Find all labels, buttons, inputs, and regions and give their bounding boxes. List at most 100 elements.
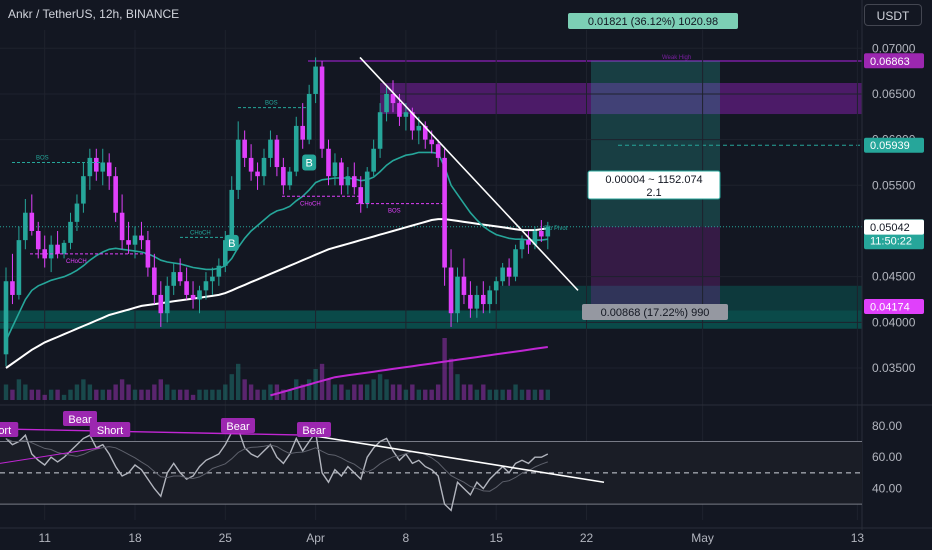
- volume-bar: [10, 389, 15, 400]
- price-badge-timer: 11:50:22: [870, 235, 912, 247]
- price-badge-label: 0.04174: [870, 301, 910, 313]
- volume-bar: [23, 384, 28, 400]
- volume-bar: [223, 384, 228, 400]
- candle-body: [339, 162, 344, 186]
- volume-bar: [423, 389, 428, 400]
- volume-bar: [506, 389, 512, 400]
- volume-bar: [171, 389, 176, 400]
- volume-bar: [532, 389, 538, 400]
- candle-body: [287, 171, 293, 186]
- candle-body: [55, 244, 60, 254]
- candle-body: [119, 212, 125, 241]
- candle-body: [268, 139, 273, 158]
- candle-body: [377, 112, 383, 149]
- time-tick-label: 25: [219, 531, 233, 545]
- volume-bar: [435, 384, 441, 400]
- candle-body: [545, 226, 551, 237]
- candle-body: [422, 125, 428, 140]
- volume-bar: [145, 389, 151, 400]
- candle-body: [300, 125, 305, 140]
- ma-long-line: [270, 346, 548, 397]
- candle-body: [293, 125, 299, 172]
- chart-title: Ankr / TetherUS, 12h, BINANCE: [8, 7, 179, 21]
- volume-bar: [461, 384, 467, 400]
- volume-bar: [165, 384, 170, 400]
- candle-body: [371, 148, 376, 172]
- candle-body: [345, 176, 351, 186]
- candle-body: [532, 230, 538, 245]
- volume-bar: [139, 389, 144, 400]
- candle-body: [255, 171, 260, 177]
- rsi-tick-label: 60.00: [872, 450, 902, 464]
- candle-body: [435, 144, 441, 158]
- candle-body: [410, 112, 415, 131]
- candle-body: [229, 189, 235, 241]
- candle-body: [493, 281, 499, 291]
- position-tool-layer[interactable]: 0.01821 (36.12%) 1020.98 0.00004 ~ 1152.0…: [568, 13, 738, 320]
- volume-bar: [313, 369, 318, 400]
- position-target-box: [591, 60, 720, 227]
- candle-body: [455, 276, 460, 314]
- currency-button[interactable]: USDT: [864, 4, 922, 26]
- volume-bar: [332, 384, 338, 400]
- volume-bar: [113, 384, 118, 400]
- volume-bar: [3, 384, 9, 400]
- volume-bar: [365, 384, 370, 400]
- ma-slow-line: [5, 218, 548, 369]
- time-tick-label: 8: [403, 531, 410, 545]
- candle-body: [448, 267, 454, 314]
- candle-body: [358, 187, 364, 204]
- volume-bar: [87, 384, 93, 400]
- volume-bar: [274, 384, 280, 400]
- target-label-box-label: 0.01821 (36.12%) 1020.98: [588, 16, 718, 28]
- candle-body: [100, 162, 106, 172]
- candle-body: [506, 267, 512, 277]
- volume-bar: [371, 379, 376, 400]
- candle-body: [281, 167, 286, 186]
- candle-body: [519, 240, 525, 250]
- candle-body: [190, 294, 196, 300]
- volume-bar: [545, 389, 550, 400]
- candle-body: [364, 171, 370, 204]
- candle-body: [132, 235, 138, 245]
- candle-body: [397, 103, 402, 117]
- volume-bar: [126, 384, 131, 400]
- bear-tag: [63, 411, 97, 426]
- buy-marker: [302, 154, 317, 171]
- bear-tag-label: Bear: [302, 425, 326, 437]
- time-tick-label: Apr: [306, 531, 325, 545]
- rsi-trend-line: [309, 434, 605, 484]
- short-tag-label: Short: [0, 425, 11, 437]
- volume-bar: [539, 389, 544, 400]
- volume-bar: [287, 389, 292, 400]
- candle-body: [390, 93, 396, 104]
- time-tick-label: 13: [851, 531, 865, 545]
- volume-bar: [500, 389, 505, 400]
- price-tick-label: 0.06500: [872, 87, 916, 101]
- volume-bar: [526, 389, 531, 400]
- candle-body: [164, 285, 170, 314]
- candle-body: [184, 281, 189, 295]
- ma-fast-line: [5, 151, 548, 341]
- time-tick-label: 18: [128, 531, 142, 545]
- candle-body: [442, 157, 447, 268]
- candle-body: [152, 267, 157, 295]
- candles-layer: [3, 57, 551, 367]
- volume-bar: [55, 389, 60, 400]
- candle-body: [126, 240, 131, 245]
- price-tick-label: 0.03500: [872, 361, 916, 375]
- short-tag: [0, 422, 19, 437]
- volume-bar: [294, 379, 299, 400]
- bear-tag: [297, 422, 331, 437]
- price-badge: [864, 53, 924, 69]
- volume-bar: [94, 389, 99, 400]
- price-badge: [864, 219, 924, 235]
- candle-body: [429, 139, 434, 145]
- candle-body: [61, 242, 67, 254]
- volume-bar: [345, 389, 351, 400]
- candle-body: [171, 272, 176, 286]
- volume-bar: [397, 384, 402, 400]
- volume-bar: [132, 389, 138, 400]
- volume-bar: [29, 389, 34, 400]
